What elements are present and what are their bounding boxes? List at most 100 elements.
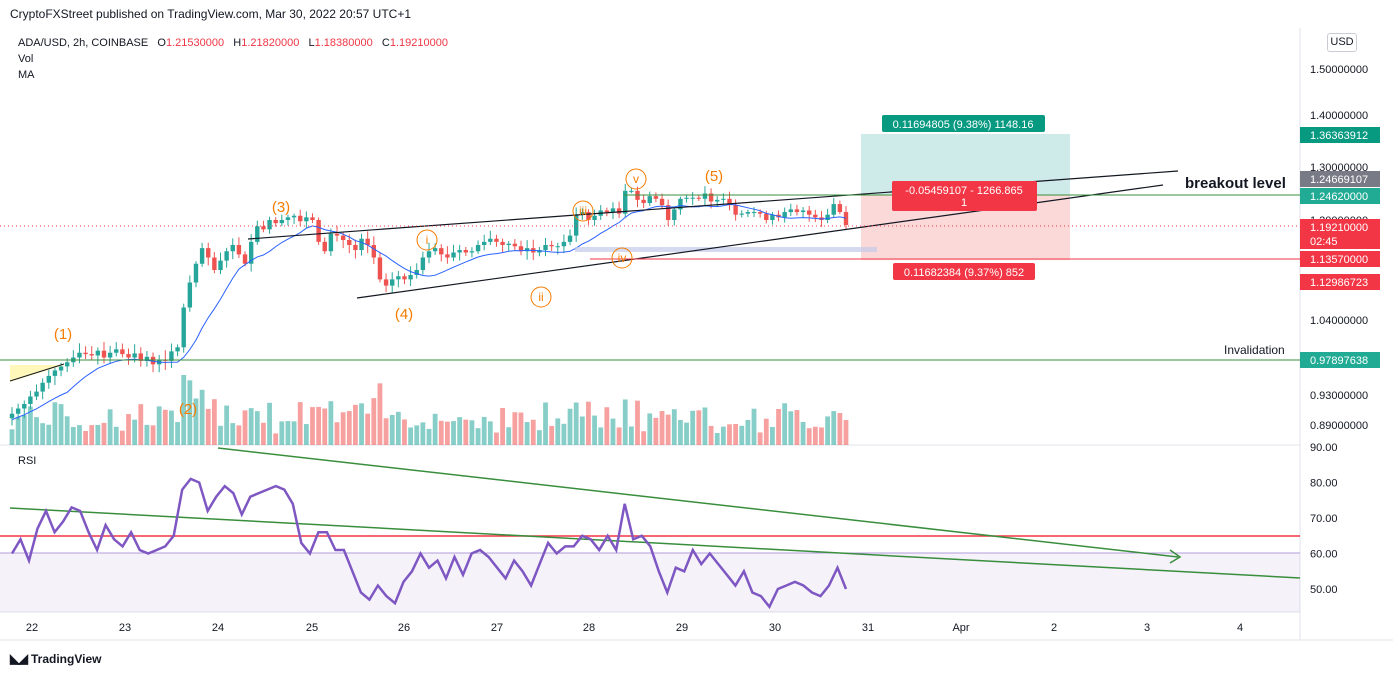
- volume-bar: [561, 423, 567, 445]
- rsi-line: [10, 477, 848, 610]
- volume-bar: [432, 413, 438, 445]
- candle-body: [690, 197, 695, 199]
- candle-body: [616, 208, 622, 214]
- candle-body: [64, 362, 70, 367]
- rsi-tick-label: 80.00: [1310, 478, 1338, 490]
- time-tick-label: 31: [862, 622, 874, 634]
- candle-body: [672, 209, 677, 220]
- candle-body: [604, 210, 610, 213]
- time-tick-label: Apr: [952, 622, 969, 634]
- volume-bar: [745, 420, 751, 445]
- candle-body: [77, 352, 82, 358]
- ma-indicator[interactable]: MA: [18, 69, 35, 81]
- candle-body: [206, 248, 211, 258]
- candle-body: [708, 193, 714, 202]
- volume-bar: [242, 410, 248, 445]
- volume-bar: [487, 421, 493, 445]
- ohlc-row: ADA/USD, 2h, COINBASE O1.21530000 H1.218…: [18, 35, 448, 51]
- volume-bar: [211, 399, 217, 445]
- vol-indicator[interactable]: Vol: [18, 53, 34, 65]
- volume-bar: [500, 407, 505, 445]
- rsi-band: [0, 553, 1300, 612]
- volume-bar: [524, 422, 530, 445]
- candle-body: [757, 212, 763, 214]
- volume-bar: [402, 419, 407, 445]
- volume-bar: [316, 406, 322, 445]
- volume-bar: [494, 432, 499, 445]
- time-tick-label: 28: [583, 622, 595, 634]
- candle-body: [739, 213, 744, 215]
- low-label: L: [308, 37, 315, 49]
- candle-body: [138, 353, 143, 361]
- rsi-label[interactable]: RSI: [18, 455, 36, 467]
- candle-body: [770, 214, 775, 220]
- volume-bar: [549, 425, 555, 445]
- candle-body: [353, 245, 358, 250]
- candle-body: [788, 209, 794, 213]
- candle-body: [665, 205, 671, 220]
- low-value: 1.18380000: [314, 37, 373, 49]
- volume-bar: [365, 413, 371, 445]
- candle-body: [28, 396, 33, 404]
- candle-body: [506, 243, 511, 245]
- volume-bar: [720, 426, 726, 445]
- target-label: 0.11694805 (9.38%) 1148.16: [893, 119, 1034, 131]
- open-label: O: [157, 37, 166, 49]
- symbol-label: ADA/USD, 2h, COINBASE: [18, 37, 149, 49]
- candle-body: [390, 279, 395, 286]
- volume-bar: [89, 425, 95, 445]
- volume-bar: [647, 413, 653, 445]
- volume-bar: [218, 425, 223, 445]
- time-tick-label: 4: [1237, 622, 1243, 634]
- candle-body: [451, 252, 456, 258]
- wave-label: v: [633, 172, 639, 186]
- volume-bar: [751, 408, 757, 445]
- volume-bar: [52, 402, 58, 445]
- candle-body: [659, 198, 665, 206]
- stop-label: 0.11682384 (9.37%) 852: [904, 267, 1024, 279]
- candle-body: [623, 190, 628, 214]
- candle-body: [813, 214, 818, 218]
- candle-body: [267, 220, 272, 230]
- candle-body: [316, 220, 321, 242]
- candle-body: [837, 204, 843, 213]
- candle-body: [733, 205, 738, 215]
- volume-bar: [616, 427, 622, 445]
- candle-body: [567, 235, 573, 242]
- candle-body: [426, 251, 432, 258]
- axes: 1.500000001.400000001.300000001.20000000…: [26, 64, 1368, 634]
- volume-bar: [782, 403, 788, 445]
- price-tick-label: 1.40000000: [1310, 110, 1368, 122]
- volume-bar: [831, 411, 837, 445]
- volume-bar: [457, 417, 463, 445]
- wave-circle: [625, 168, 647, 190]
- volume-bar: [708, 425, 714, 445]
- candle-body: [273, 220, 278, 224]
- volume-bar: [83, 430, 88, 445]
- candle-body: [715, 199, 720, 202]
- volume-bar: [107, 409, 113, 445]
- volume-bar: [34, 417, 39, 445]
- volume-bar: [757, 432, 763, 445]
- candle-body: [702, 193, 708, 199]
- volume-bar: [635, 400, 640, 445]
- time-tick-label: 25: [306, 622, 318, 634]
- published-caption: CryptoFXStreet published on TradingView.…: [10, 7, 411, 21]
- currency-button[interactable]: USD: [1327, 33, 1357, 52]
- rsi-tick-label: 60.00: [1310, 549, 1338, 561]
- candle-body: [298, 215, 303, 222]
- volume-bar: [469, 420, 475, 445]
- volume-bar: [346, 411, 352, 445]
- volume-bar: [377, 383, 383, 445]
- tradingview-brand[interactable]: ◣◢ TradingView: [10, 651, 101, 667]
- candle-body: [120, 349, 125, 355]
- candle-body: [475, 245, 481, 252]
- candle-body: [420, 257, 426, 270]
- candle-body: [678, 198, 683, 210]
- candle-body: [469, 251, 475, 253]
- candle-body: [291, 215, 297, 218]
- candle-body: [236, 245, 242, 255]
- candle-body: [15, 408, 21, 414]
- volume-bar: [273, 433, 279, 445]
